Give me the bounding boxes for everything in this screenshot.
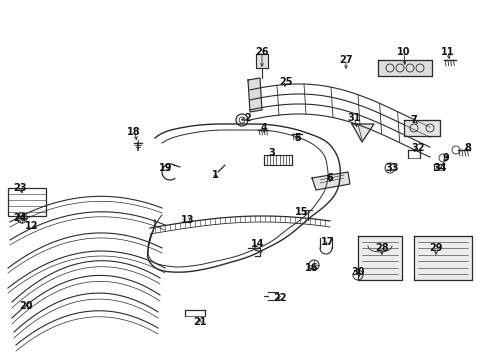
Text: 8: 8 [464,143,470,153]
Text: 24: 24 [13,213,27,223]
Text: 1: 1 [211,170,218,180]
Text: 9: 9 [442,153,448,163]
Text: 23: 23 [13,183,27,193]
Polygon shape [377,60,431,76]
Text: 29: 29 [428,243,442,253]
Text: 4: 4 [260,123,267,133]
Polygon shape [247,78,262,112]
Polygon shape [413,236,471,280]
Text: 22: 22 [273,293,286,303]
Polygon shape [403,120,439,136]
Polygon shape [351,124,373,142]
Text: 25: 25 [279,77,292,87]
Text: 12: 12 [25,221,39,231]
Text: 26: 26 [255,47,268,57]
Text: 11: 11 [440,47,454,57]
Text: 30: 30 [350,267,364,277]
Text: 13: 13 [181,215,194,225]
Text: 17: 17 [321,237,334,247]
Text: 21: 21 [193,317,206,327]
Text: 32: 32 [410,143,424,153]
Text: 27: 27 [339,55,352,65]
Text: 31: 31 [346,113,360,123]
Text: 3: 3 [268,148,275,158]
Text: 19: 19 [159,163,172,173]
Text: 28: 28 [374,243,388,253]
Text: 6: 6 [326,173,333,183]
Text: 18: 18 [127,127,141,137]
Text: 15: 15 [295,207,308,217]
Polygon shape [256,54,267,68]
Text: 33: 33 [385,163,398,173]
Polygon shape [357,236,401,280]
Text: 16: 16 [305,263,318,273]
Text: 14: 14 [251,239,264,249]
Polygon shape [311,172,349,190]
Text: 10: 10 [396,47,410,57]
Text: 7: 7 [410,115,417,125]
Text: 20: 20 [19,301,33,311]
Bar [8,188,46,216]
Text: 2: 2 [244,113,251,123]
Text: 34: 34 [432,163,446,173]
Text: 5: 5 [294,133,301,143]
